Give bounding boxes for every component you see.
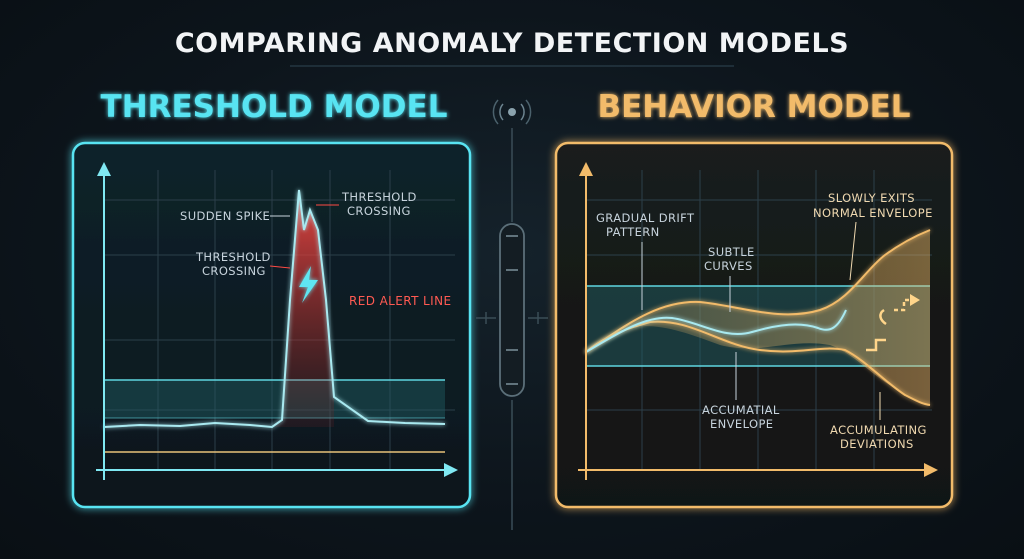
label-accumatial-envelope-2: ENVELOPE	[710, 417, 773, 431]
stair-trend-icon	[866, 294, 920, 352]
behavior-signal-line	[585, 309, 847, 353]
threshold-heading: THRESHOLD MODEL	[101, 89, 448, 125]
signal-icon	[492, 99, 532, 125]
behavior-heading: BEHAVIOR MODEL	[597, 89, 910, 125]
behavior-panel: GRADUAL DRIFT PATTERN SUBTLE CURVES SLOW…	[554, 141, 954, 509]
label-gradual-drift-2: PATTERN	[606, 225, 660, 239]
label-slowly-exits-1: SLOWLY EXITS	[828, 191, 915, 205]
leader-threshold-crossing-left	[269, 265, 291, 269]
threshold-x-arrow-icon	[444, 463, 458, 477]
behavior-y-arrow-icon	[579, 162, 593, 176]
behavior-upper-curve	[585, 229, 931, 353]
label-red-alert-line: RED ALERT LINE	[349, 294, 451, 308]
label-threshold-crossing-right-1: THRESHOLD	[341, 190, 417, 204]
lightning-icon	[299, 266, 318, 303]
center-divider	[476, 99, 548, 530]
page-title: COMPARING ANOMALY DETECTION MODELS	[175, 28, 849, 59]
leader-slowly-exits	[849, 221, 857, 281]
label-accumulating-deviations-1: ACCUMULATING	[830, 423, 927, 437]
label-threshold-crossing-right-2: CROSSING	[347, 204, 411, 218]
threshold-y-arrow-icon	[97, 162, 111, 176]
accumulating-deviation-area	[586, 230, 930, 405]
label-subtle-curves-2: CURVES	[704, 259, 753, 273]
threshold-panel: SUDDEN SPIKE THRESHOLD CROSSING THRESHOL…	[71, 141, 472, 509]
label-gradual-drift-1: GRADUAL DRIFT	[596, 211, 695, 225]
label-accumatial-envelope-1: ACCUMATIAL	[702, 403, 780, 417]
label-subtle-curves-1: SUBTLE	[708, 245, 755, 259]
divider-slider-track	[499, 223, 525, 397]
behavior-x-arrow-icon	[924, 463, 938, 477]
label-slowly-exits-2: NORMAL ENVELOPE	[813, 206, 933, 220]
label-accumulating-deviations-2: DEVIATIONS	[840, 437, 914, 451]
behavior-lower-curve	[585, 320, 931, 406]
label-threshold-crossing-left-2: CROSSING	[202, 264, 266, 278]
threshold-grid	[104, 170, 455, 470]
spike-area	[272, 190, 334, 427]
threshold-normal-band	[104, 380, 445, 418]
threshold-signal-line	[103, 189, 446, 429]
label-threshold-crossing-left-1: THRESHOLD	[195, 250, 271, 264]
label-sudden-spike: SUDDEN SPIKE	[180, 209, 270, 223]
